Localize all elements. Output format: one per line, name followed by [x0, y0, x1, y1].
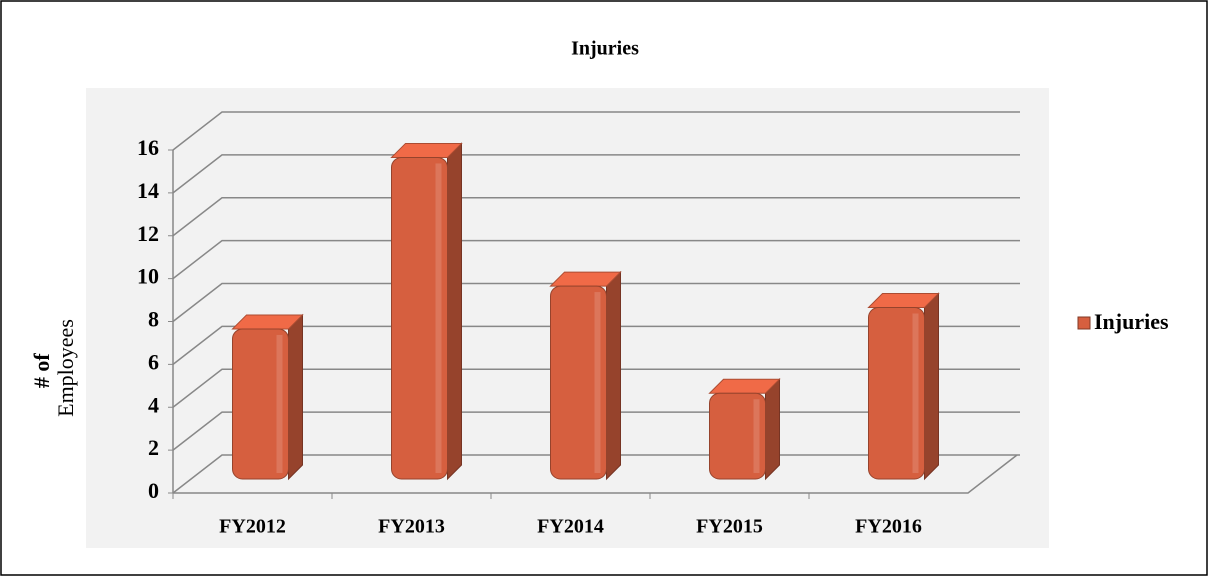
y-tick-label: 12 [137, 221, 159, 246]
bar-side [924, 292, 939, 481]
bar-side [606, 270, 621, 481]
y-axis-label: # of Employees [29, 319, 78, 417]
x-tick-label: FY2015 [696, 516, 763, 538]
bar-front [709, 392, 766, 480]
bar [708, 378, 781, 481]
x-tick-label: FY2014 [537, 516, 604, 538]
y-tick-label: 8 [148, 307, 159, 332]
bar-side [765, 378, 780, 481]
bar-front [391, 156, 448, 480]
bar [867, 292, 940, 481]
bar-highlight [435, 163, 442, 473]
y-axis-label-line: Employees [53, 319, 78, 417]
chart-title: Injuries [571, 38, 639, 60]
x-tick-label: FY2016 [855, 516, 922, 538]
bar-highlight [594, 292, 601, 473]
legend-swatch [1077, 316, 1091, 330]
bar [390, 142, 463, 481]
grid-line [172, 282, 1020, 323]
bar-highlight [276, 334, 283, 473]
grid-line [172, 368, 1020, 408]
grid-line [172, 239, 1020, 280]
y-tick-label: 10 [137, 264, 159, 289]
y-tick-label: 14 [137, 178, 159, 203]
y-tick-label: 2 [148, 435, 159, 460]
grid-line [172, 197, 1020, 237]
bar [231, 313, 304, 481]
bar-front [232, 328, 289, 480]
legend-label: Injuries [1094, 309, 1169, 334]
y-tick-label: 16 [137, 135, 159, 160]
bar-highlight [912, 313, 919, 473]
grid-line [172, 154, 1020, 194]
y-tick-label: 6 [148, 349, 159, 374]
y-axis-label-line: # of [29, 353, 54, 389]
y-tick-label: 0 [148, 478, 159, 503]
grid-line [172, 325, 1020, 365]
floor-edge [173, 454, 1018, 494]
grid-line [172, 111, 1020, 151]
bar-highlight [753, 399, 760, 473]
y-tick-label: 4 [148, 392, 159, 417]
bar-front [550, 285, 607, 480]
x-tick-label: FY2012 [219, 516, 286, 538]
bar-side [447, 142, 462, 481]
bar-side [288, 313, 303, 481]
bar [549, 270, 622, 481]
bar-front [868, 307, 925, 480]
x-tick-label: FY2013 [378, 516, 445, 538]
